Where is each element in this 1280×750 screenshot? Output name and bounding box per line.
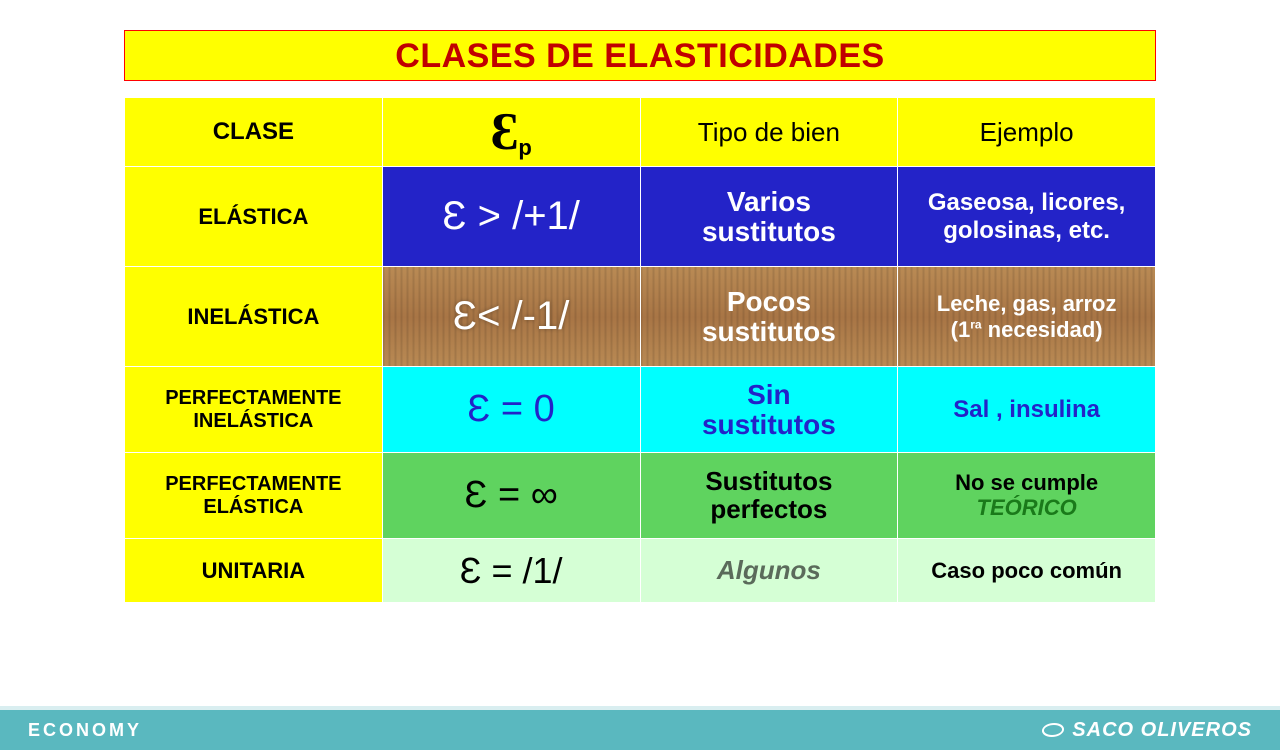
tipo-unitaria: Algunos: [640, 539, 898, 603]
text: sustitutos: [702, 409, 836, 440]
footer-left: ECONOMY: [28, 720, 142, 741]
eps-unitaria: Ɛ = /1/: [382, 539, 640, 603]
text: No se cumple: [955, 470, 1098, 495]
eps-inelastica: Ɛ< /-1/: [382, 267, 640, 367]
elasticity-table: CLASE Ɛp Tipo de bien Ejemplo ELÁSTICA Ɛ…: [124, 97, 1156, 603]
ej-unitaria: Caso poco común: [898, 539, 1156, 603]
row-perf-inelastica: PERFECTAMENTE INELÁSTICA Ɛ = 0 Sin susti…: [125, 367, 1156, 453]
text: golosinas, etc.: [943, 217, 1110, 244]
header-ejemplo: Ejemplo: [898, 98, 1156, 167]
text: Varios: [727, 186, 811, 217]
clase-perf-inelastica: PERFECTAMENTE INELÁSTICA: [125, 367, 383, 453]
tipo-perf-elastica: Sustitutos perfectos: [640, 453, 898, 539]
tipo-inelastica: Pocos sustitutos: [640, 267, 898, 367]
text: (1: [951, 317, 971, 342]
footer-right: SACO OLIVEROS: [1042, 719, 1252, 742]
text: ELÁSTICA: [203, 496, 303, 518]
header-clase: CLASE: [125, 98, 383, 167]
epsilon-sub: p: [518, 135, 531, 160]
eps-elastica: Ɛ > /+1/: [382, 167, 640, 267]
ej-perf-inelastica: Sal , insulina: [898, 367, 1156, 453]
epsilon-symbol: Ɛ: [490, 103, 518, 161]
footer-bar: ECONOMY SACO OLIVEROS: [0, 706, 1280, 750]
text: necesidad): [982, 317, 1103, 342]
text: Gaseosa, licores,: [928, 189, 1125, 216]
text: ra: [970, 317, 981, 331]
eps-perf-elastica: Ɛ = ∞: [382, 453, 640, 539]
text: Pocos: [727, 286, 811, 317]
clase-inelastica: INELÁSTICA: [125, 267, 383, 367]
text: sustitutos: [702, 316, 836, 347]
ej-inelastica: Leche, gas, arroz (1ra necesidad): [898, 267, 1156, 367]
text: Sin: [747, 379, 791, 410]
oval-icon: [1041, 723, 1065, 737]
row-inelastica: INELÁSTICA Ɛ< /-1/ Pocos sustitutos Lech…: [125, 267, 1156, 367]
clase-perf-elastica: PERFECTAMENTE ELÁSTICA: [125, 453, 383, 539]
header-tipo: Tipo de bien: [640, 98, 898, 167]
row-unitaria: UNITARIA Ɛ = /1/ Algunos Caso poco común: [125, 539, 1156, 603]
text: INELÁSTICA: [193, 410, 313, 432]
text: sustitutos: [702, 216, 836, 247]
tipo-perf-inelastica: Sin sustitutos: [640, 367, 898, 453]
text: Sustitutos: [705, 466, 832, 496]
text: TEÓRICO: [977, 495, 1077, 520]
text: perfectos: [710, 494, 827, 524]
title-banner: CLASES DE ELASTICIDADES: [124, 30, 1156, 81]
ej-elastica: Gaseosa, licores, golosinas, etc.: [898, 167, 1156, 267]
header-epsilon: Ɛp: [382, 98, 640, 167]
text: PERFECTAMENTE: [165, 473, 341, 495]
page-title: CLASES DE ELASTICIDADES: [125, 37, 1155, 76]
eps-perf-inelastica: Ɛ = 0: [382, 367, 640, 453]
text: Leche, gas, arroz: [937, 291, 1117, 316]
table-header-row: CLASE Ɛp Tipo de bien Ejemplo: [125, 98, 1156, 167]
tipo-elastica: Varios sustitutos: [640, 167, 898, 267]
clase-unitaria: UNITARIA: [125, 539, 383, 603]
row-perf-elastica: PERFECTAMENTE ELÁSTICA Ɛ = ∞ Sustitutos …: [125, 453, 1156, 539]
ej-perf-elastica: No se cumple TEÓRICO: [898, 453, 1156, 539]
text: PERFECTAMENTE: [165, 387, 341, 409]
row-elastica: ELÁSTICA Ɛ > /+1/ Varios sustitutos Gase…: [125, 167, 1156, 267]
clase-elastica: ELÁSTICA: [125, 167, 383, 267]
footer-right-text: SACO OLIVEROS: [1072, 719, 1252, 742]
